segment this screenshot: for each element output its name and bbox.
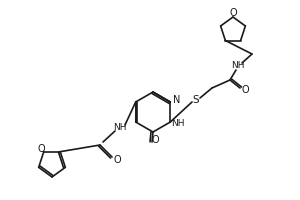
Text: O: O [241, 85, 249, 95]
Text: NH: NH [113, 123, 127, 132]
Text: N: N [172, 95, 180, 105]
Text: NH: NH [172, 119, 185, 129]
Text: O: O [151, 135, 159, 145]
Text: O: O [229, 8, 237, 18]
Text: S: S [193, 95, 199, 105]
Text: O: O [38, 144, 46, 154]
Text: NH: NH [231, 62, 245, 71]
Text: O: O [113, 155, 121, 165]
